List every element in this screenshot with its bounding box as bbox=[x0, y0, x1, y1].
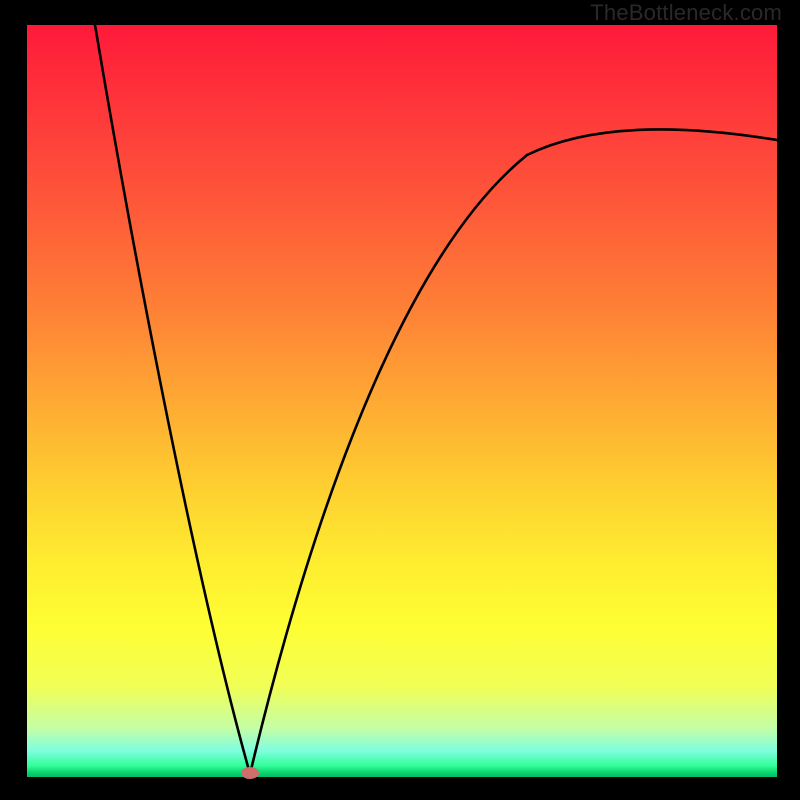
minimum-marker bbox=[241, 767, 259, 779]
bottleneck-curve bbox=[27, 25, 777, 777]
watermark-text: TheBottleneck.com bbox=[590, 0, 782, 26]
